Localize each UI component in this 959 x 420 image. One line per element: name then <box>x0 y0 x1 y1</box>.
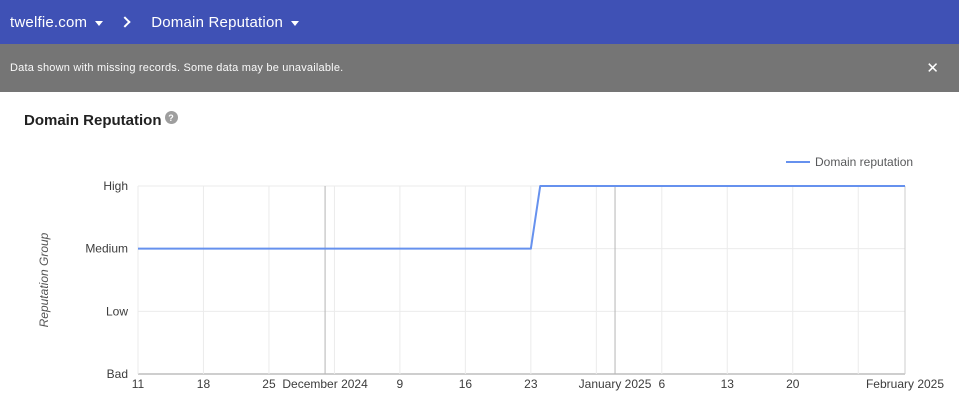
report-selector-label: Domain Reputation <box>151 13 284 31</box>
y-axis-label: Low <box>106 304 128 318</box>
y-axis-label: Bad <box>107 367 128 381</box>
x-axis-label: 9 <box>397 377 404 391</box>
domain-selector-label: twelfie.com <box>10 13 88 31</box>
x-axis-label: 16 <box>459 377 473 391</box>
legend-label: Domain reputation <box>815 155 913 169</box>
caret-down-icon <box>95 20 104 26</box>
x-axis-label: 13 <box>721 377 735 391</box>
x-axis-label: 11 <box>132 377 145 391</box>
report-selector[interactable]: Domain Reputation <box>151 13 300 31</box>
x-axis-month-label: February 2025 <box>866 377 944 391</box>
x-axis-label: 6 <box>658 377 665 391</box>
notice-bar: Data shown with missing records. Some da… <box>0 44 959 92</box>
y-axis-title: Reputation Group <box>37 232 51 327</box>
x-axis-label: 25 <box>262 377 276 391</box>
x-axis-label: 18 <box>197 377 211 391</box>
page-title: Domain Reputation <box>24 112 162 129</box>
chart-container: Bad Low Medium High Reputation Group 11 18 25 De… <box>0 147 959 399</box>
app-header: twelfie.com Domain Reputation <box>0 0 959 44</box>
reputation-line <box>138 185 905 250</box>
reputation-chart[interactable]: Bad Low Medium High Reputation Group 11 18 25 De… <box>0 147 959 399</box>
y-axis-label: Medium <box>85 242 128 256</box>
x-axis-label: 20 <box>786 377 800 391</box>
breadcrumb-chevron-icon <box>119 16 131 28</box>
title-row: Domain Reputation ? <box>24 111 959 129</box>
x-axis-month-label: December 2024 <box>282 377 368 391</box>
caret-down-icon <box>291 20 300 26</box>
notice-close-button[interactable]: ✕ <box>926 59 939 77</box>
notice-message: Data shown with missing records. Some da… <box>10 62 344 74</box>
x-axis-label: 23 <box>524 377 538 391</box>
help-icon[interactable]: ? <box>164 111 178 124</box>
y-axis-label: High <box>103 179 128 193</box>
domain-selector[interactable]: twelfie.com <box>10 13 104 31</box>
x-axis-month-label: January 2025 <box>579 377 652 391</box>
